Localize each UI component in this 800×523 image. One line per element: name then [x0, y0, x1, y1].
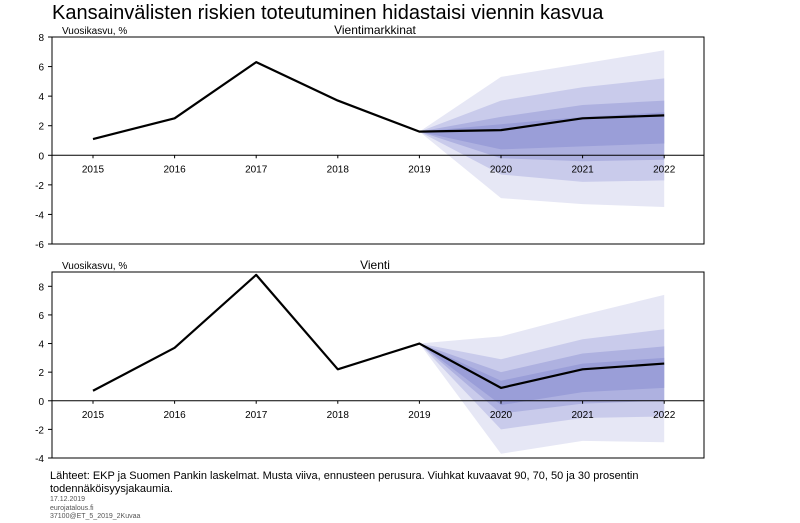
y-tick-label: 0 — [38, 151, 44, 162]
y-axis-label: Vuosikasvu, % — [62, 261, 127, 272]
y-tick-label: -2 — [35, 425, 44, 436]
baseline-series-line — [92, 61, 665, 141]
site-url: eurojatalous.fi — [50, 504, 94, 512]
x-tick-label: 2018 — [327, 164, 350, 175]
x-tick-label: 2017 — [245, 164, 268, 175]
figure-code: 37100@ET_5_2019_2Kuvaa — [50, 513, 141, 520]
x-tick-label: 2022 — [653, 164, 676, 175]
x-tick-label: 2020 — [490, 164, 513, 175]
y-tick-label: 6 — [38, 311, 44, 322]
x-tick-label: 2016 — [163, 164, 186, 175]
y-tick-label: -4 — [35, 454, 44, 465]
x-tick-label: 2021 — [571, 410, 594, 421]
y-tick-label: 8 — [38, 282, 44, 293]
fan-band-30 — [419, 343, 665, 406]
x-tick-label: 2019 — [408, 164, 431, 175]
y-tick-label: 2 — [38, 368, 44, 379]
y-tick-label: -4 — [35, 210, 44, 221]
chart-panel-2: 8 6 4 2 0 -2 -4 2015 2016 2017 2018 2019 2020 2021 202… — [35, 258, 705, 465]
source-note: Lähteet: EKP ja Suomen Pankin laskelmat.… — [50, 470, 639, 495]
y-tick-label: -2 — [35, 181, 44, 192]
x-tick-label: 2017 — [245, 410, 268, 421]
main-title: Kansainvälisten riskien toteutuminen hid… — [52, 2, 604, 24]
x-tick-label: 2020 — [490, 410, 513, 421]
panel-title: Vientimarkkinat — [334, 23, 416, 37]
y-tick-label: 8 — [38, 33, 44, 44]
y-tick-label: 4 — [38, 92, 44, 103]
x-tick-label: 2015 — [82, 164, 105, 175]
x-tick-label: 2016 — [163, 410, 186, 421]
y-tick-label: -6 — [35, 240, 44, 251]
y-axis-label: Vuosikasvu, % — [62, 26, 127, 37]
baseline-series-line — [92, 273, 665, 392]
chart-panel-1: 8 6 4 2 0 -2 -4 -6 2015 2016 2017 2018 2019 2020 2021 2… — [35, 23, 705, 251]
plot-frame — [51, 36, 705, 245]
y-tick-label: 6 — [38, 63, 44, 74]
y-tick-label: 2 — [38, 122, 44, 133]
x-tick-label: 2021 — [571, 164, 594, 175]
publish-date: 17.12.2019 — [50, 496, 86, 503]
x-tick-label: 2018 — [327, 410, 350, 421]
panel-title: Vienti — [360, 258, 390, 272]
plot-frame — [51, 271, 705, 459]
footer: Lähteet: EKP ja Suomen Pankin laskelmat.… — [50, 470, 690, 522]
x-tick-label: 2019 — [408, 410, 431, 421]
x-tick-label: 2022 — [653, 410, 676, 421]
fan-band-30 — [419, 112, 665, 150]
y-tick-label: 4 — [38, 340, 44, 351]
x-tick-label: 2015 — [82, 410, 105, 421]
y-tick-label: 0 — [38, 397, 44, 408]
